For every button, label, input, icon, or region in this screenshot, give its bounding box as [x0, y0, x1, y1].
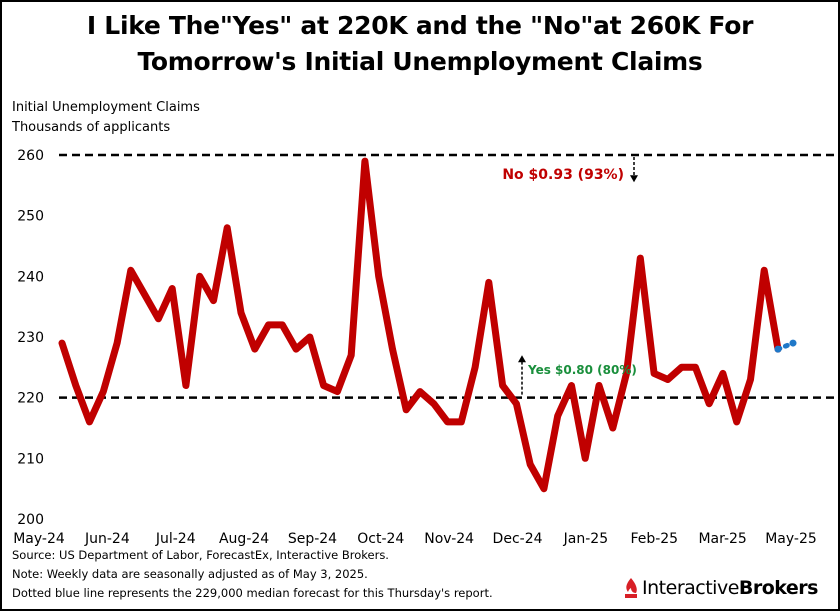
logo-text-interactive: Interactive	[642, 577, 739, 599]
x-tick-label: Sep-24	[288, 531, 337, 547]
claims-series-line	[58, 157, 782, 493]
y-axis-label-line-1: Initial Unemployment Claims	[12, 100, 200, 115]
interactive-brokers-logo: Interactive Brokers	[623, 577, 819, 599]
forecast-point	[774, 345, 782, 353]
yes-contract-label: Yes $0.80 (80%)	[527, 363, 637, 377]
forecast-point	[789, 339, 797, 347]
chart-title-line-2: Tomorrow's Initial Unemployment Claims	[137, 47, 703, 76]
y-tick-label: 240	[17, 269, 44, 285]
x-tick-label: May-24	[13, 531, 65, 547]
yes-arrow-head	[518, 355, 526, 363]
x-tick-label: Mar-25	[698, 531, 746, 547]
x-tick-label: Jul-24	[155, 531, 196, 547]
y-tick-label: 250	[17, 209, 44, 225]
no-arrow-head	[630, 175, 638, 183]
interactive-brokers-flame-icon	[625, 578, 638, 598]
forecast-note: Dotted blue line represents the 229,000 …	[12, 586, 493, 600]
chart-title: I Like The"Yes" at 220K and the "No"at 2…	[2, 8, 838, 80]
y-tick-label: 210	[17, 451, 44, 467]
no-contract-label: No $0.93 (93%)	[502, 167, 624, 183]
x-tick-label: Dec-24	[493, 531, 543, 547]
source-note: Source: US Department of Labor, Forecast…	[12, 548, 389, 562]
x-tick-label: Nov-24	[424, 531, 474, 547]
y-tick-label: 260	[17, 148, 44, 164]
y-axis-label-line-2: Thousands of applicants	[11, 120, 170, 135]
x-tick-label: Jan-25	[563, 531, 608, 547]
y-tick-label: 220	[17, 391, 44, 407]
data-note: Note: Weekly data are seasonally adjuste…	[12, 567, 368, 581]
x-tick-label: Aug-24	[219, 531, 269, 547]
y-tick-label: 230	[17, 330, 44, 346]
x-tick-label: Jun-24	[84, 531, 130, 547]
x-tick-label: Feb-25	[630, 531, 678, 547]
x-tick-label: Oct-24	[357, 531, 404, 547]
chart-title-line-1: I Like The"Yes" at 220K and the "No"at 2…	[86, 11, 754, 40]
logo-text-brokers: Brokers	[738, 577, 819, 599]
y-tick-label: 200	[17, 512, 44, 528]
x-tick-label: May-25	[765, 531, 817, 547]
